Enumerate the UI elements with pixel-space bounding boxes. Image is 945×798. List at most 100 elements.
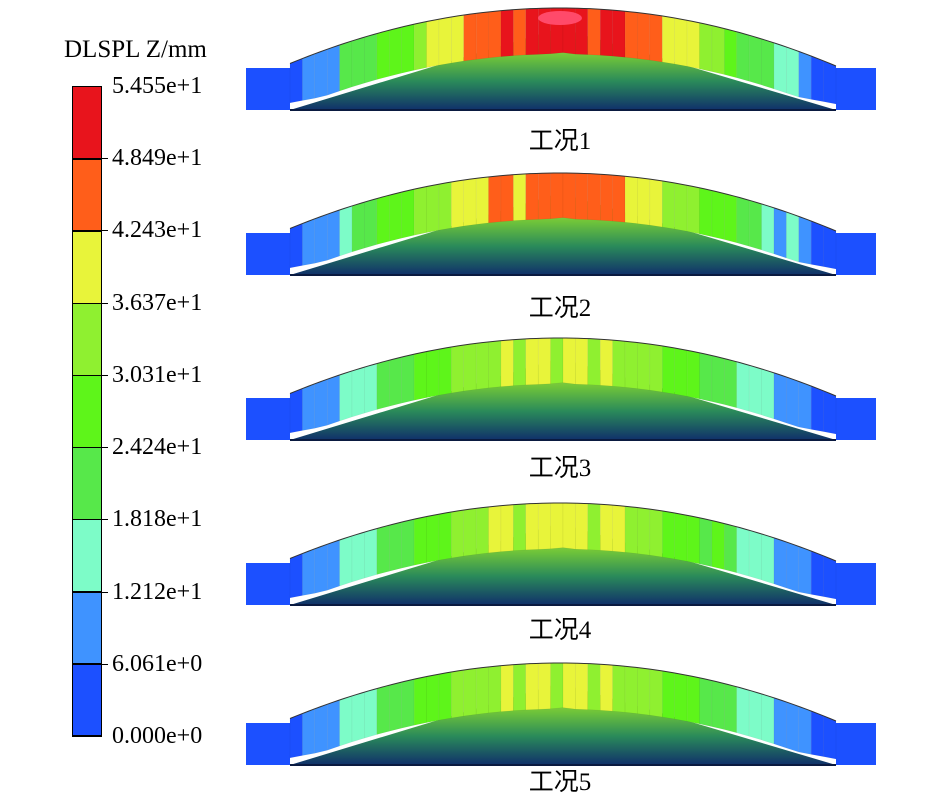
arch-strip [711,355,725,405]
arch-strip [513,173,527,221]
arch-strip [339,535,353,587]
arch-strip [550,662,564,710]
arch-strip [463,668,477,717]
arch-crest-line [289,337,837,397]
arch-strip [438,346,452,396]
arch-strip [314,543,328,594]
arch-strip [599,173,613,222]
arch-strip [823,390,837,435]
arch-strip [289,713,303,759]
left-abutment [246,233,290,275]
arch-strip [823,555,837,600]
arch-strip [302,53,316,101]
arch-strip [686,514,700,565]
arch-strip [699,22,713,72]
arch-strip [637,507,651,556]
arch-strip [810,550,824,597]
arch-strip [562,172,576,220]
arch-strip [463,508,477,557]
colorbar-segment [73,519,101,591]
arch-strip [761,693,775,745]
arch-strip [550,337,564,385]
arch-strip [389,26,402,77]
colorbar-segment [73,231,101,303]
arch-strip [662,345,675,395]
arch-strip [575,662,589,710]
colorbar-segment [73,303,101,375]
colorbar-tick [72,302,108,304]
colorbar-tick [72,86,102,87]
arch-strip [736,361,750,412]
arch-strip [326,209,340,261]
arch-strip [562,502,576,550]
arch-strip [637,667,651,716]
arch-strip [500,664,514,712]
arch-strip [289,58,303,104]
arch-strip [711,25,725,75]
arch-strip [823,715,837,760]
arch-strip [649,508,663,558]
arch-strip [488,505,502,554]
arch-strip [463,13,477,62]
left-abutment [246,563,290,605]
arch-strip [612,339,626,388]
arch-strip [488,665,502,714]
dam-inner-face [290,523,836,605]
arch-strip [438,16,452,66]
arch-strip [426,183,440,233]
arch-strip [662,180,675,230]
dam-inner-face [290,358,836,440]
arch-strip [674,347,688,397]
arch-strip [463,343,477,392]
colorbar [72,86,102,736]
arch-strip [376,684,390,735]
case-label: 工况5 [528,769,592,796]
dam-deformation-panel [246,337,876,441]
arch-strip [761,368,775,420]
arch-strip [525,8,539,56]
arch-strip [364,198,378,249]
right-abutment [836,233,876,275]
colorbar-tick-label: 4.849e+1 [112,145,203,172]
arch-strip [314,213,328,264]
colorbar-tick-label: 4.243e+1 [112,217,203,244]
arch-strip [351,201,365,253]
arch-strip [748,529,762,581]
arch-strip [699,187,713,237]
arch-strip [401,353,415,404]
arch-strip [413,351,427,401]
arch-strip [413,676,427,726]
arch-strip [451,669,464,719]
arch-strip [314,378,328,429]
arch-strip [674,512,688,562]
arch-strip [525,338,539,386]
arch-strip [351,531,365,583]
arch-strip [786,46,800,98]
colorbar-segment [73,375,101,447]
arch-strip [314,48,328,99]
arch-strip [289,553,303,599]
colorbar-tick-label: 3.031e+1 [112,361,203,388]
arch-strip [624,665,638,714]
arch-strip [798,706,812,755]
arch-strip [798,216,812,265]
dam-deformation-panel [246,7,876,111]
arch-strip [699,677,713,727]
dam-deformation-panel [246,502,876,606]
colorbar-tick [72,158,108,160]
arch-strip [587,663,601,711]
arch-strip [786,701,800,753]
arch-strip [761,38,775,90]
arch-strip [339,370,353,422]
colorbar-segment [73,159,101,231]
colorbar-segment [73,87,101,159]
arch-strip [401,678,415,729]
arch-strip [376,29,390,80]
arch-strip [575,502,589,550]
arch-strip [351,36,365,88]
arch-strip [674,672,688,722]
left-abutment [246,398,290,440]
arch-strip [389,681,402,732]
dam-deformation-panel [246,172,876,276]
arch-strip [537,172,551,220]
